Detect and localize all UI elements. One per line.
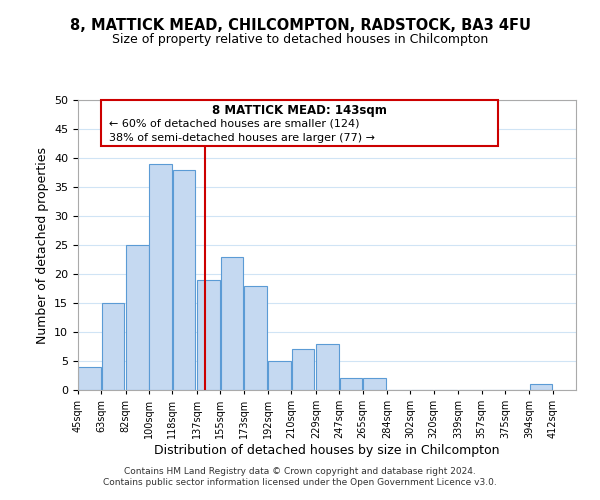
Text: 8, MATTICK MEAD, CHILCOMPTON, RADSTOCK, BA3 4FU: 8, MATTICK MEAD, CHILCOMPTON, RADSTOCK, …: [70, 18, 530, 32]
Text: Size of property relative to detached houses in Chilcompton: Size of property relative to detached ho…: [112, 32, 488, 46]
Bar: [316, 344, 339, 390]
Text: 38% of semi-detached houses are larger (77) →: 38% of semi-detached houses are larger (…: [109, 132, 375, 142]
Text: ← 60% of detached houses are smaller (124): ← 60% of detached houses are smaller (12…: [109, 118, 359, 128]
Y-axis label: Number of detached properties: Number of detached properties: [35, 146, 49, 344]
Bar: [149, 164, 172, 390]
Bar: [197, 280, 220, 390]
Bar: [126, 245, 149, 390]
Bar: [363, 378, 386, 390]
Bar: [173, 170, 196, 390]
Text: Contains HM Land Registry data © Crown copyright and database right 2024.: Contains HM Land Registry data © Crown c…: [124, 467, 476, 476]
X-axis label: Distribution of detached houses by size in Chilcompton: Distribution of detached houses by size …: [154, 444, 500, 457]
Bar: [292, 350, 314, 390]
Bar: [101, 303, 124, 390]
Bar: [244, 286, 266, 390]
Bar: [530, 384, 553, 390]
Bar: [79, 367, 101, 390]
Bar: [268, 361, 291, 390]
Text: 8 MATTICK MEAD: 143sqm: 8 MATTICK MEAD: 143sqm: [212, 104, 387, 117]
FancyBboxPatch shape: [101, 100, 499, 146]
Bar: [340, 378, 362, 390]
Bar: [221, 256, 243, 390]
Text: Contains public sector information licensed under the Open Government Licence v3: Contains public sector information licen…: [103, 478, 497, 487]
